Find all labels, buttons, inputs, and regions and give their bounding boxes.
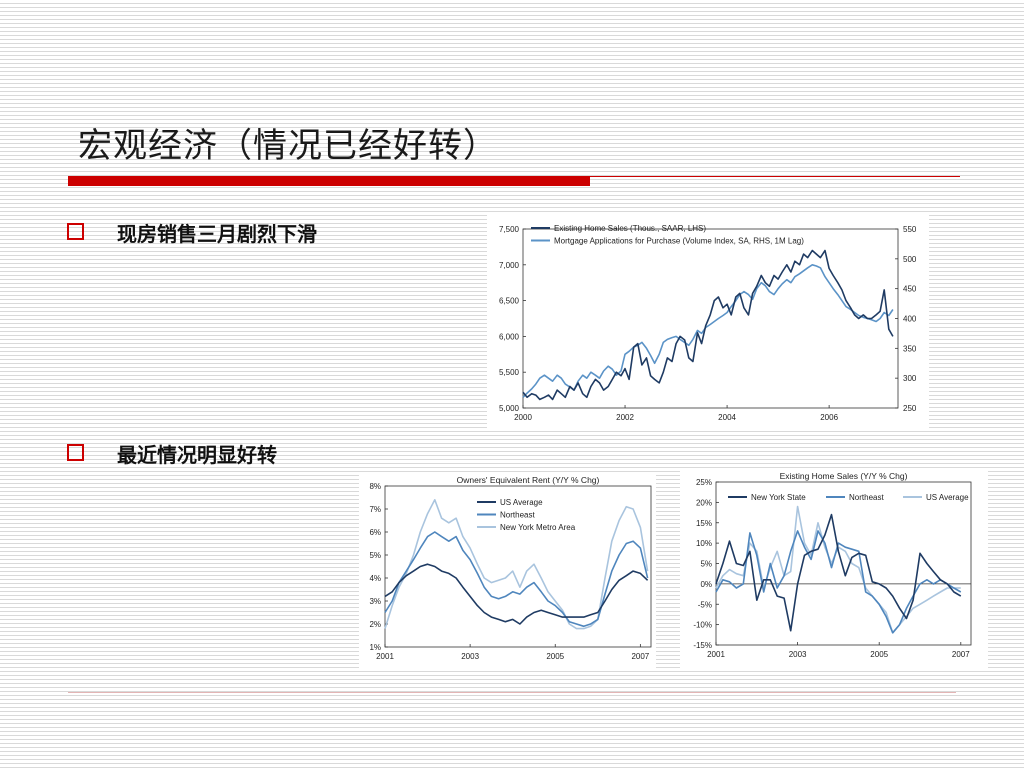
x-tick-label: 2003 xyxy=(789,650,807,659)
y-tick-label: 4% xyxy=(369,574,381,583)
square-bullet-icon xyxy=(67,223,84,240)
legend-label: Northeast xyxy=(500,511,535,520)
y-tick-label: 5,500 xyxy=(499,368,520,377)
y-right-tick-label: 350 xyxy=(903,344,917,353)
chart-svg: 1% 2% 3% 4% 5% 6% 7% 8% 2001 2003 2005 2007 Owners' … xyxy=(369,475,652,661)
y-tick-label: 6% xyxy=(369,528,381,537)
y-right-tick-label: 500 xyxy=(903,255,917,264)
owners-equivalent-rent-chart: 1% 2% 3% 4% 5% 6% 7% 8% 2001 2003 2005 2007 Owners' … xyxy=(359,472,656,671)
y-tick-label: -10% xyxy=(693,621,712,630)
series-line xyxy=(384,498,649,630)
y-tick-label: 7,000 xyxy=(499,261,520,270)
x-tick-label: 2005 xyxy=(870,650,888,659)
x-tick-label: 2006 xyxy=(820,413,838,422)
title-underline-bar xyxy=(68,176,590,186)
series-line xyxy=(522,263,894,398)
x-tick-label: 2007 xyxy=(631,652,649,661)
title-underline-rule xyxy=(590,176,960,177)
y-tick-label: 1% xyxy=(369,643,381,652)
square-bullet-icon xyxy=(67,444,84,461)
page-title: 宏观经济（情况已经好转） xyxy=(78,126,498,166)
y-tick-label: 7,500 xyxy=(499,225,520,234)
y-tick-label: -5% xyxy=(698,600,712,609)
y-right-tick-label: 250 xyxy=(903,404,917,413)
series-line xyxy=(715,513,962,632)
x-tick-label: 2004 xyxy=(718,413,736,422)
legend-label: New York State xyxy=(751,493,806,502)
bullet-item-1: 现房销售三月剧烈下滑 xyxy=(67,218,317,247)
plot-frame xyxy=(384,485,652,648)
legend-label: Mortgage Applications for Purchase (Volu… xyxy=(554,237,804,246)
series-line xyxy=(384,563,649,625)
y-tick-label: 7% xyxy=(369,505,381,514)
legend-label: US Average xyxy=(926,493,969,502)
chart-title: Owners' Equivalent Rent (Y/Y % Chg) xyxy=(457,475,600,485)
legend-label: New York Metro Area xyxy=(500,523,576,532)
chart-title: Existing Home Sales (Y/Y % Chg) xyxy=(780,471,908,481)
bullet-text: 最近情况明显好转 xyxy=(117,443,277,467)
bullet-text: 现房销售三月剧烈下滑 xyxy=(117,222,317,246)
y-tick-label: -15% xyxy=(693,641,712,650)
legend-label: Northeast xyxy=(849,493,884,502)
y-tick-label: 5% xyxy=(700,560,712,569)
y-tick-label: 10% xyxy=(696,539,712,548)
chart-svg: -15% -10% -5% 0% 5% 10% 15% 20% 25% 2001 2003 2005 2… xyxy=(693,471,972,659)
y-right-tick-label: 300 xyxy=(903,374,917,383)
plot-frame xyxy=(522,228,899,409)
x-tick-label: 2000 xyxy=(514,413,532,422)
y-right-tick-label: 550 xyxy=(903,225,917,234)
y-tick-label: 3% xyxy=(369,597,381,606)
x-tick-label: 2001 xyxy=(376,652,394,661)
y-tick-label: 25% xyxy=(696,478,712,487)
legend-label: US Average xyxy=(500,498,543,507)
existing-home-sales-chart: 5,000 5,500 6,000 6,500 7,000 7,500 250 300 350 4… xyxy=(487,213,929,428)
y-tick-label: 5,000 xyxy=(499,404,520,413)
y-tick-label: 6,500 xyxy=(499,297,520,306)
chart-svg: 5,000 5,500 6,000 6,500 7,000 7,500 250 300 350 4… xyxy=(499,224,917,422)
footer-divider xyxy=(68,692,956,693)
legend-label: Existing Home Sales (Thous., SAAR, LHS) xyxy=(554,224,706,233)
y-tick-label: 20% xyxy=(696,498,712,507)
series-line xyxy=(715,530,962,634)
y-tick-label: 0% xyxy=(700,580,712,589)
plot-frame xyxy=(715,481,972,646)
y-tick-label: 5% xyxy=(369,551,381,560)
x-tick-label: 2002 xyxy=(616,413,634,422)
series-line xyxy=(522,249,894,401)
x-tick-label: 2001 xyxy=(707,650,725,659)
series-line xyxy=(384,531,649,628)
x-tick-label: 2003 xyxy=(461,652,479,661)
x-tick-label: 2007 xyxy=(952,650,970,659)
y-tick-label: 8% xyxy=(369,482,381,491)
y-tick-label: 6,000 xyxy=(499,332,520,341)
x-tick-label: 2005 xyxy=(546,652,564,661)
bullet-item-2: 最近情况明显好转 xyxy=(67,439,277,468)
y-right-tick-label: 400 xyxy=(903,315,917,324)
home-sales-yoy-chart: -15% -10% -5% 0% 5% 10% 15% 20% 25% 2001 2003 2005 2… xyxy=(680,470,988,669)
y-tick-label: 2% xyxy=(369,620,381,629)
y-right-tick-label: 450 xyxy=(903,285,917,294)
y-tick-label: 15% xyxy=(696,519,712,528)
